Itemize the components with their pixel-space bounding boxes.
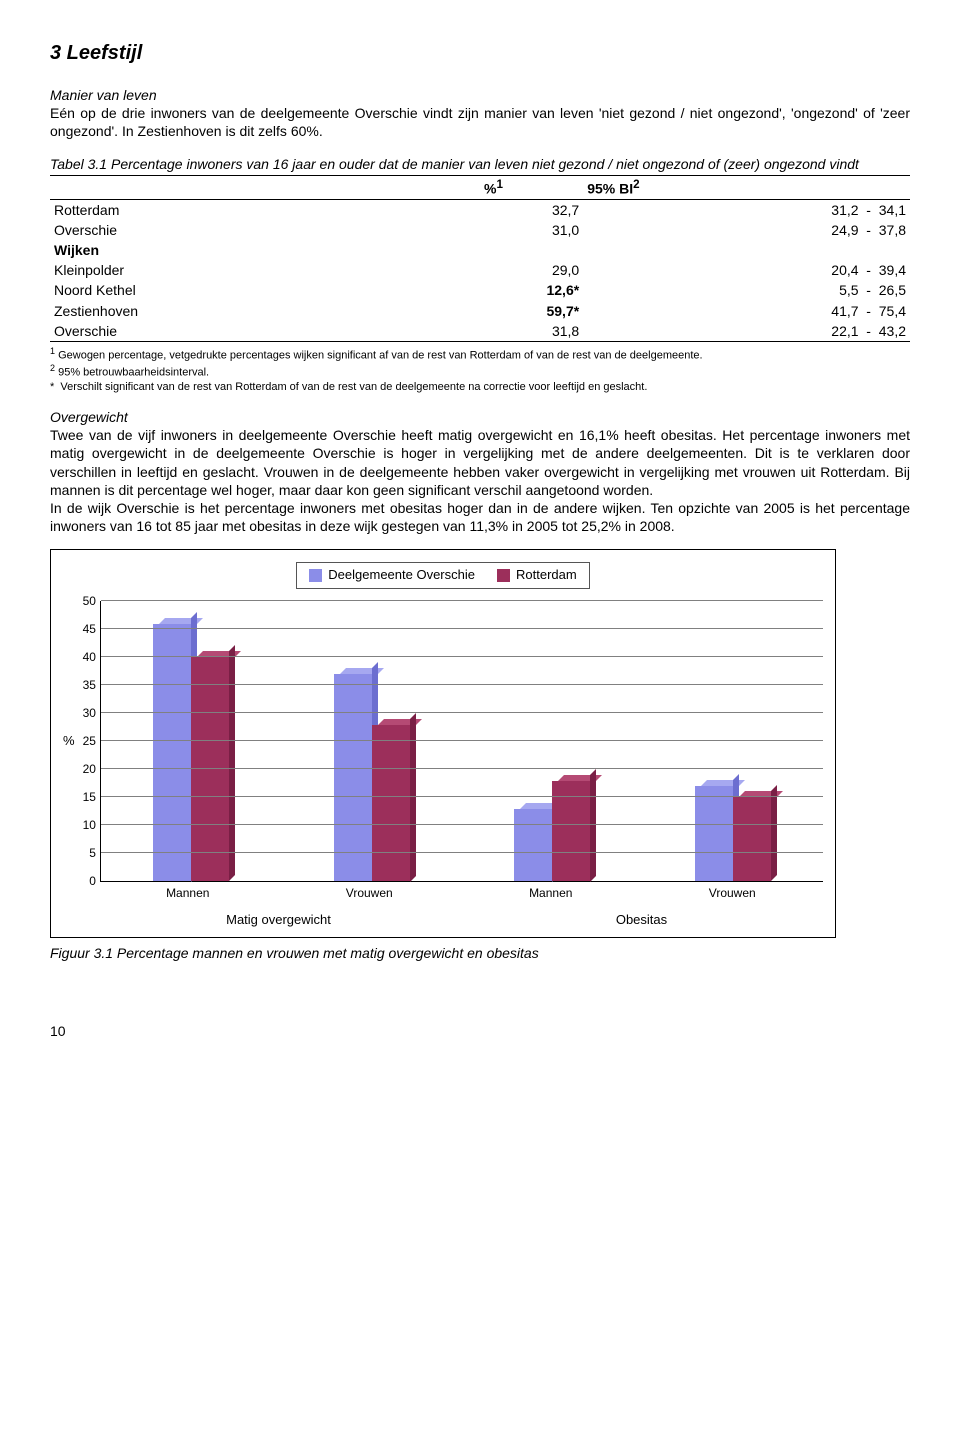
bar-chart: Deelgemeente Overschie Rotterdam % 504540… xyxy=(50,549,836,937)
section2-body: Twee van de vijf inwoners in deelgemeent… xyxy=(50,427,910,534)
x-axis-labels: MannenVrouwenMannenVrouwen xyxy=(97,886,823,902)
bar xyxy=(153,624,191,882)
section1-title: Manier van leven xyxy=(50,87,157,103)
bar xyxy=(695,786,733,881)
y-axis-ticks: 50454035302520151050 xyxy=(83,601,96,881)
y-axis-label: % xyxy=(63,733,75,750)
figure-caption: Figuur 3.1 Percentage mannen en vrouwen … xyxy=(50,944,910,962)
x-axis-categories: Matig overgewichtObesitas xyxy=(97,912,823,929)
section2-title: Overgewicht xyxy=(50,409,128,425)
data-table: %1 95% BI2 Rotterdam32,731,2 - 34,1Overs… xyxy=(50,175,910,342)
legend-item: Rotterdam xyxy=(497,567,577,584)
bar-group xyxy=(642,601,823,881)
bar-group xyxy=(281,601,462,881)
chart-plot xyxy=(100,601,823,882)
section1-body: Eén op de drie inwoners van de deelgemee… xyxy=(50,105,910,139)
bar xyxy=(372,725,410,882)
bar xyxy=(733,797,771,881)
bar xyxy=(191,657,229,881)
bar xyxy=(514,809,552,882)
legend-item: Deelgemeente Overschie xyxy=(309,567,475,584)
table-footnotes: 1 Gewogen percentage, vetgedrukte percen… xyxy=(50,346,910,394)
bar xyxy=(334,674,372,881)
page-number: 10 xyxy=(50,1022,910,1040)
chart-legend: Deelgemeente Overschie Rotterdam xyxy=(296,562,589,589)
section-heading: 3 Leefstijl xyxy=(50,40,910,66)
table-caption: Tabel 3.1 Percentage inwoners van 16 jaa… xyxy=(50,155,910,173)
bar-group xyxy=(101,601,282,881)
bar-group xyxy=(462,601,643,881)
